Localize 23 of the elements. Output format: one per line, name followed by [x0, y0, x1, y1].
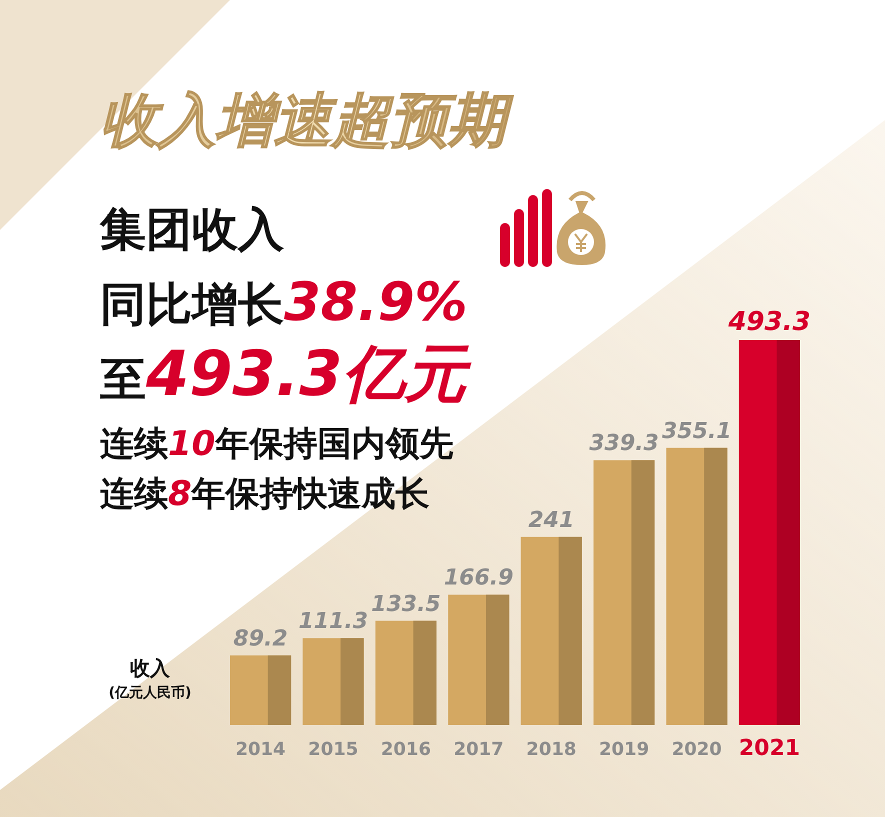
- text: 集团收入: [99, 202, 285, 256]
- text: 同比增长38.9%: [100, 272, 468, 333]
- y-axis-title: 收入 (亿元人民币): [108, 656, 192, 701]
- x-tick-label: 2017: [454, 739, 504, 760]
- chart-title: 收入增速超预期: [100, 86, 514, 154]
- x-tick-label: 2020: [672, 739, 722, 760]
- annotation: 至493.3亿元: [99, 337, 472, 410]
- annotation: 连续10年保持国内领先: [100, 424, 454, 464]
- x-tick-label: 2018: [526, 739, 576, 760]
- annotation: 连续8年保持快速成长: [100, 474, 430, 514]
- x-tick-label: 2015: [308, 739, 358, 760]
- x-tick-label: 2021: [738, 736, 800, 761]
- data-label: 493.3: [727, 307, 811, 337]
- data-label: 111.3: [298, 609, 368, 634]
- x-tick-label: 2016: [380, 739, 431, 760]
- data-label: 241: [528, 508, 574, 533]
- data-label: 133.5: [371, 592, 441, 617]
- data-label: 89.2: [233, 626, 288, 652]
- x-tick-label: 2014: [235, 739, 286, 760]
- x-tick-label: 2019: [599, 739, 650, 760]
- data-label: 355.1: [662, 418, 732, 444]
- data-label: 166.9: [444, 566, 514, 591]
- data-label: 339.3: [589, 431, 659, 456]
